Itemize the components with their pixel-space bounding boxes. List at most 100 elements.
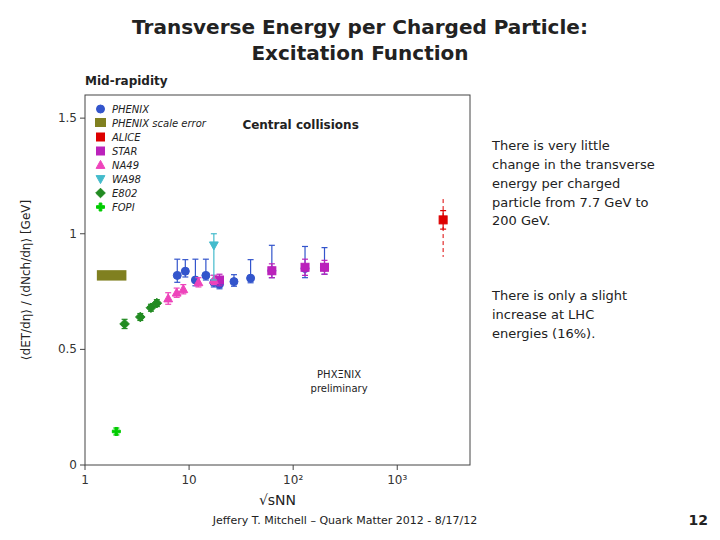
scale-error-band bbox=[97, 270, 127, 280]
error-bar bbox=[302, 259, 308, 275]
legend-entry: PHENIX bbox=[97, 104, 151, 115]
legend-entry: E802 bbox=[96, 188, 138, 199]
data-point bbox=[230, 278, 238, 286]
error-cap bbox=[217, 274, 223, 275]
legend-label: E802 bbox=[112, 188, 137, 199]
y-tick-label: 1 bbox=[69, 227, 77, 241]
error-cap bbox=[195, 286, 201, 287]
x-tick-label: 1 bbox=[81, 473, 89, 487]
data-point bbox=[152, 298, 162, 308]
error-cap bbox=[321, 247, 327, 248]
y-tick-label: 1.5 bbox=[58, 111, 77, 125]
legend-entry: STAR bbox=[97, 146, 138, 157]
error-bar bbox=[211, 234, 217, 280]
title: Transverse Energy per Charged Particle: bbox=[132, 15, 588, 39]
series-phenix bbox=[173, 245, 328, 288]
series-phenix-scale-error bbox=[97, 270, 127, 280]
legend-label: PHENIX bbox=[112, 104, 150, 115]
data-point bbox=[247, 274, 255, 282]
error-cap bbox=[269, 245, 275, 246]
x-axis: 11010²10³ bbox=[81, 465, 407, 487]
legend-marker bbox=[97, 133, 105, 141]
error-cap bbox=[269, 277, 275, 278]
error-cap bbox=[321, 260, 327, 261]
error-cap bbox=[321, 274, 327, 275]
data-point bbox=[112, 427, 120, 435]
legend-label: NA49 bbox=[112, 160, 139, 171]
data-point bbox=[301, 263, 309, 271]
legend: PHENIX PHENIX scale error ALICE STAR NA49 WA9… bbox=[95, 104, 207, 213]
selection-label: Central collisions bbox=[242, 118, 358, 132]
legend-marker bbox=[96, 188, 106, 198]
x-tick-label: 10³ bbox=[387, 473, 407, 487]
data-point bbox=[439, 216, 447, 224]
series-alice bbox=[439, 199, 447, 257]
error-bar bbox=[248, 260, 254, 283]
legend-label: STAR bbox=[112, 146, 137, 157]
y-tick bbox=[80, 233, 85, 234]
error-bar bbox=[321, 260, 327, 274]
error-cap bbox=[174, 282, 180, 283]
error-bar bbox=[174, 259, 180, 282]
error-cap bbox=[174, 297, 180, 298]
data-point bbox=[194, 278, 203, 286]
error-cap bbox=[269, 263, 275, 264]
x-axis-label: √sNN bbox=[259, 492, 296, 508]
y-tick bbox=[80, 465, 85, 466]
legend-entry: NA49 bbox=[96, 160, 139, 171]
series-wa98 bbox=[209, 234, 218, 280]
error-bar bbox=[217, 274, 223, 286]
plot-frame bbox=[85, 95, 470, 465]
data-point bbox=[268, 267, 276, 275]
data-point bbox=[209, 242, 218, 250]
legend-label: WA98 bbox=[112, 174, 141, 185]
y-tick-label: 0 bbox=[69, 458, 77, 472]
x-tick bbox=[189, 465, 190, 470]
uncertainty-dash bbox=[443, 199, 444, 257]
x-tick bbox=[85, 465, 86, 470]
logo-text: PHXΞNIXpreliminary bbox=[311, 369, 368, 395]
error-cap bbox=[440, 229, 446, 230]
legend-entry: ALICE bbox=[97, 132, 142, 143]
legend-entry: PHENIX scale error bbox=[95, 118, 207, 129]
error-cap bbox=[302, 259, 308, 260]
slide-number: 12 bbox=[689, 512, 708, 528]
legend-marker bbox=[97, 203, 105, 211]
error-cap bbox=[182, 259, 188, 260]
error-bar bbox=[269, 245, 275, 277]
error-cap bbox=[211, 284, 217, 285]
region-label: Mid-rapidity bbox=[85, 74, 168, 88]
error-bar bbox=[321, 248, 327, 275]
error-cap bbox=[180, 293, 186, 294]
error-cap bbox=[302, 277, 308, 278]
data-point bbox=[268, 267, 276, 275]
data-point bbox=[320, 263, 328, 271]
data-point bbox=[179, 285, 188, 293]
side-text: There is very littlechange in the transv… bbox=[491, 138, 655, 228]
error-cap bbox=[321, 274, 327, 275]
error-bar bbox=[203, 259, 209, 280]
y-axis-label: ⟨dET/dη⟩ / ⟨dNch/dη⟩ [GeV] bbox=[19, 200, 33, 360]
data-point bbox=[202, 271, 210, 279]
legend-label: PHENIX scale error bbox=[112, 118, 207, 129]
error-bar bbox=[302, 246, 308, 277]
legend-marker bbox=[96, 176, 105, 184]
x-tick bbox=[397, 465, 398, 470]
error-cap bbox=[182, 276, 188, 277]
error-cap bbox=[211, 279, 217, 280]
data-point bbox=[320, 263, 328, 271]
error-bar bbox=[269, 264, 275, 278]
error-bar bbox=[231, 275, 237, 287]
legend-entry: WA98 bbox=[96, 174, 141, 185]
error-cap bbox=[192, 259, 198, 260]
legend-marker bbox=[96, 160, 105, 168]
side-text: There is only a slightincrease at LHCene… bbox=[491, 288, 627, 341]
error-cap bbox=[302, 246, 308, 247]
error-line bbox=[304, 246, 305, 277]
error-cap bbox=[165, 304, 171, 305]
error-cap bbox=[217, 285, 223, 286]
error-cap bbox=[248, 259, 254, 260]
y-tick-label: 0.5 bbox=[58, 342, 77, 356]
error-bar bbox=[182, 260, 188, 277]
data-point bbox=[164, 294, 173, 302]
